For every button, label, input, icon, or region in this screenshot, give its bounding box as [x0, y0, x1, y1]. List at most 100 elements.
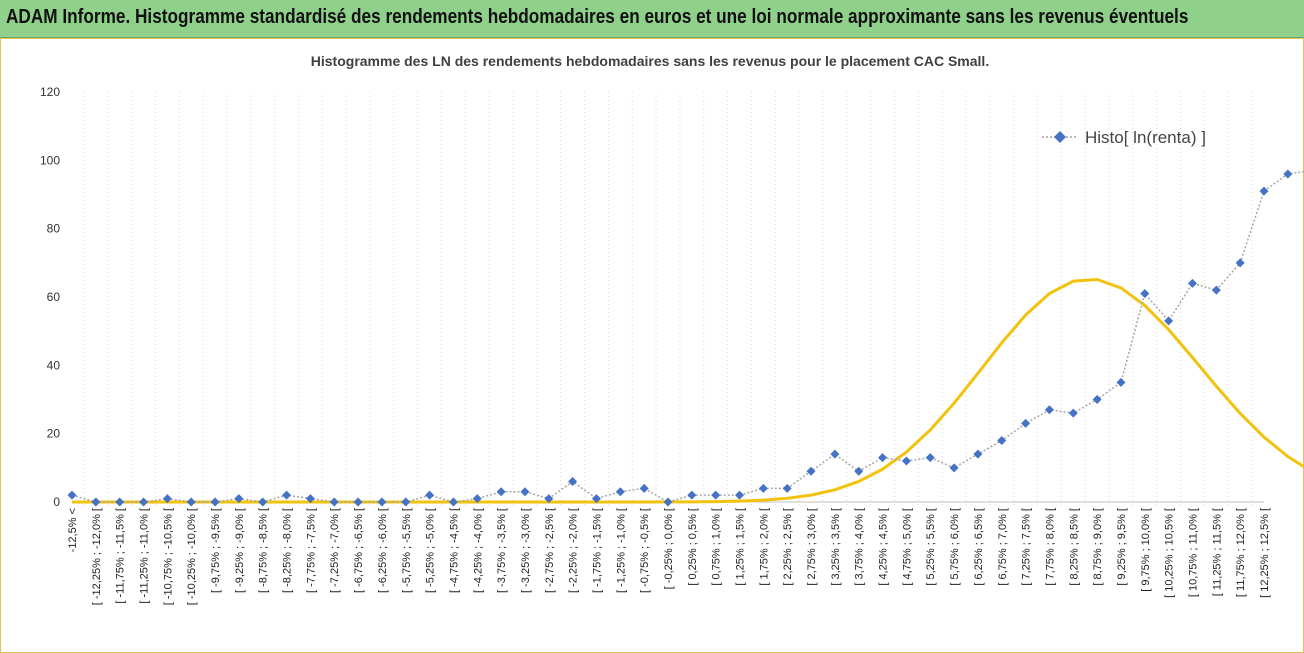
- histogram-point: [949, 463, 959, 473]
- x-tick-label: [ 0,75% ; 1,0% [: [711, 508, 723, 586]
- x-tick-label: [ -2,25% ; -2,0% [: [568, 508, 580, 593]
- legend-label: Histo[ ln(renta) ]: [1085, 128, 1206, 147]
- x-tick-label: [ 1,25% ; 1,5% [: [735, 508, 747, 586]
- header-bar: ADAM Informe. Histogramme standardisé de…: [0, 0, 1304, 38]
- histogram-point: [234, 494, 244, 504]
- x-tick-label: [ 8,75% ; 9,0% [: [1092, 508, 1104, 586]
- x-tick-label: [ -9,75% ; -9,5% [: [210, 508, 222, 593]
- histogram-point: [282, 490, 292, 500]
- x-tick-label: [ 7,25% ; 7,5% [: [1021, 508, 1033, 586]
- x-tick-label: [ -11,75% ; -11,5% [: [115, 508, 127, 604]
- x-tick-label: [ 4,75% ; 5,0% [: [901, 508, 913, 586]
- histogram-point: [1164, 316, 1174, 326]
- x-tick-label: [ -1,75% ; -1,5% [: [591, 508, 603, 593]
- histogram-point: [305, 494, 315, 504]
- y-tick-label: 80: [47, 222, 61, 236]
- histogram-point: [591, 494, 601, 504]
- vertical-grid: [83, 92, 1253, 506]
- x-tick-label: [ 4,25% ; 4,5% [: [878, 508, 890, 586]
- histogram-point: [544, 494, 554, 504]
- y-tick-label: 100: [40, 153, 60, 167]
- histogram-point: [377, 497, 387, 507]
- histogram-point: [711, 490, 721, 500]
- x-tick-label: [ -11,25% ; -11,0% [: [139, 508, 151, 604]
- histogram-point: [997, 436, 1007, 445]
- histogram-point: [472, 494, 482, 504]
- x-tick-label: [ 9,75% ; 10,0% [: [1140, 508, 1152, 592]
- x-tick-label: [ 6,75% ; 7,0% [: [997, 508, 1009, 586]
- x-tick-label: [ 0,25% ; 0,5% [: [687, 508, 699, 586]
- histogram-point: [401, 497, 411, 507]
- x-tick-label: [ 7,75% ; 8,0% [: [1044, 508, 1056, 586]
- histogram-point: [568, 477, 578, 486]
- x-tick-label: [ 9,25% ; 9,5% [: [1116, 508, 1128, 586]
- x-tick-label: [ 10,25% ; 10,5% [: [1164, 508, 1176, 598]
- histogram-point: [925, 453, 935, 463]
- histogram-point: [210, 497, 220, 507]
- x-tick-label: [ -3,75% ; -3,5% [: [496, 508, 508, 593]
- x-tick-label: [ -5,75% ; -5,5% [: [401, 508, 413, 593]
- histogram-point: [758, 483, 768, 493]
- x-tick-label: [ -4,25% ; -4,0% [: [472, 508, 484, 593]
- histogram-point: [520, 487, 530, 497]
- histogram-point: [782, 483, 792, 493]
- x-tick-label: [ 8,25% ; 8,5% [: [1068, 508, 1080, 586]
- x-tick-label: [ -0,25% ; 0,0% [: [663, 508, 675, 589]
- histogram-point: [329, 497, 339, 507]
- chart-title: Histogramme des LN des rendements hebdom…: [311, 53, 989, 69]
- histogram-point: [663, 497, 673, 507]
- histogram-point: [1140, 289, 1150, 299]
- x-tick-label: [ 2,75% ; 3,0% [: [806, 508, 818, 586]
- x-tick-label: [ 5,75% ; 6,0% [: [949, 508, 961, 586]
- histogram-point: [139, 497, 149, 507]
- x-tick-label: [ 10,75% ; 11,0% [: [1187, 508, 1199, 597]
- histogram-chart: Histogramme des LN des rendements hebdom…: [40, 53, 1304, 605]
- histogram-point: [687, 490, 697, 500]
- histogram-point: [258, 497, 268, 507]
- x-tick-label: [ -6,25% ; -6,0% [: [377, 508, 389, 593]
- x-tick-label: [ -1,25% ; -1,0% [: [615, 508, 627, 593]
- histogram-point: [615, 487, 625, 497]
- histogram-point: [878, 453, 888, 463]
- histogram-point: [115, 497, 125, 507]
- histogram-point: [735, 490, 745, 500]
- x-tick-label: [ -12,25% ; -12,0% [: [91, 508, 103, 605]
- histogram-markers: [67, 169, 1293, 507]
- y-tick-label: 40: [47, 358, 61, 372]
- y-tick-label: 120: [40, 85, 60, 99]
- x-tick-label: [ 11,75% ; 12,0% [: [1235, 508, 1247, 597]
- histogram-point: [186, 497, 196, 507]
- histogram-point: [91, 497, 101, 507]
- histogram-point: [1021, 418, 1031, 428]
- x-tick-label: [ -10,75% ; -10,5% [: [162, 508, 174, 605]
- histogram-point: [448, 497, 458, 507]
- x-tick-label: [ -7,75% ; -7,5% [: [305, 508, 317, 593]
- histogram-point: [901, 456, 911, 466]
- histogram-point: [1092, 395, 1102, 404]
- x-tick-label: [ 2,25% ; 2,5% [: [782, 508, 794, 586]
- histogram-point: [67, 490, 77, 500]
- normal-curve-line: [72, 277, 1304, 504]
- histogram-point: [1116, 377, 1126, 387]
- histogram-series-line: [71, 170, 1304, 503]
- histogram-point: [162, 494, 172, 504]
- x-tick-label: [ 1,75% ; 2,0% [: [758, 508, 770, 586]
- histogram-point: [1259, 186, 1269, 196]
- histogram-point: [854, 466, 864, 476]
- histogram-point: [1044, 405, 1054, 415]
- x-tick-label: [ 3,75% ; 4,0% [: [854, 508, 866, 586]
- histogram-point: [639, 483, 649, 493]
- x-tick-label: [ -0,75% ; -0,5% [: [639, 508, 651, 593]
- x-tick-label: [ -10,25% ; -10,0% [: [186, 508, 198, 605]
- x-tick-label: [ -6,75% ; -6,5% [: [353, 508, 365, 593]
- histogram-point: [1283, 169, 1293, 179]
- legend-diamond-icon: [1054, 131, 1066, 143]
- histogram-point: [496, 487, 506, 497]
- x-tick-label: [ 11,25% ; 11,5% [: [1211, 508, 1223, 596]
- x-tick-label: [ -8,25% ; -8,0% [: [282, 508, 294, 593]
- histogram-point: [425, 490, 435, 500]
- x-tick-label: [ -5,25% ; -5,0% [: [425, 508, 437, 593]
- x-tick-label: [ -3,25% ; -3,0% [: [520, 508, 532, 593]
- x-tick-label: [ 3,25% ; 3,5% [: [830, 508, 842, 586]
- x-tick-label: [ -4,75% ; -4,5% [: [448, 508, 460, 593]
